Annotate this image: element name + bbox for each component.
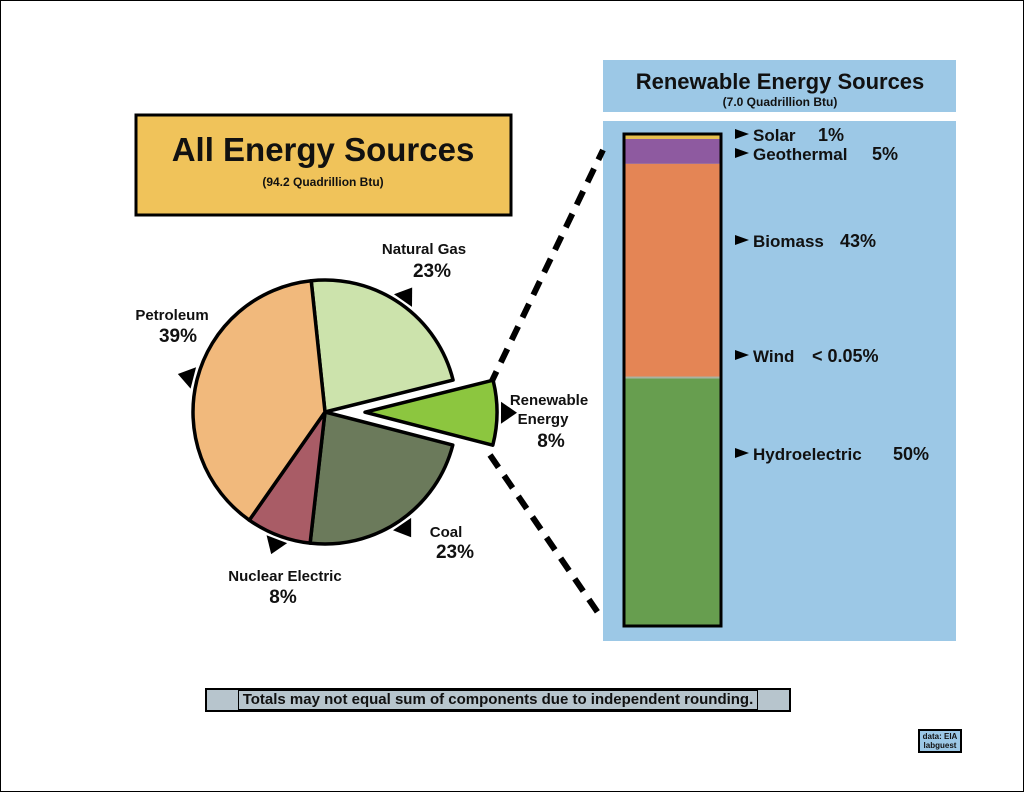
pie-subtitle: (94.2 Quadrillion Btu) <box>262 175 383 189</box>
renewable-title: Renewable Energy Sources <box>636 69 925 94</box>
pointer-renewable-energy <box>500 401 517 424</box>
bar-segment-geothermal <box>624 138 721 164</box>
credit-line1: data: EIA <box>922 732 958 741</box>
label-natural-gas: Natural Gas <box>382 241 466 258</box>
connector-line-top <box>487 148 606 387</box>
value-renewable: 8% <box>537 431 565 452</box>
credit-badge: data: EIA labguest <box>918 729 962 753</box>
value-nuclear: 8% <box>269 587 297 608</box>
renewable-subtitle: (7.0 Quadrillion Btu) <box>723 95 838 109</box>
bar-segment-wind <box>624 376 721 379</box>
bar-value-solar: 1% <box>818 125 844 145</box>
arrow-hydroelectric <box>735 448 749 458</box>
arrow-solar <box>735 129 749 139</box>
label-renewable-line1: Renewable <box>510 392 588 409</box>
bar-outline <box>622 132 723 628</box>
bar-label-hydroelectric: Hydroelectric <box>753 445 862 464</box>
value-petroleum: 39% <box>159 326 197 347</box>
renewable-title-box <box>603 60 956 112</box>
bar-label-geothermal: Geothermal <box>753 145 847 164</box>
pointer-coal <box>392 517 412 538</box>
bar-segment-hydroelectric <box>624 378 721 626</box>
bar-label-solar: Solar <box>753 126 796 145</box>
pointer-nuclear-electric <box>266 535 288 555</box>
pie-slice-renewable-energy <box>363 378 499 447</box>
arrow-geothermal <box>735 148 749 158</box>
bar-value-biomass: 43% <box>840 231 876 251</box>
connector-line-bottom <box>487 453 606 622</box>
renewable-stacked-bar <box>622 132 723 628</box>
pie-slice-coal <box>308 410 455 546</box>
bar-label-wind: Wind <box>753 347 794 366</box>
label-nuclear: Nuclear Electric <box>228 568 341 585</box>
arrow-wind <box>735 350 749 360</box>
footnote-text: Totals may not equal sum of components d… <box>237 690 759 710</box>
pie-chart <box>177 278 517 555</box>
renewable-bar-labels: Hydroelectric 50% Wind < 0.05% Biomass 43% Geo… <box>735 125 929 464</box>
pointer-natural-gas <box>393 287 413 307</box>
pie-slice-petroleum <box>191 278 327 522</box>
bar-value-wind: < 0.05% <box>812 346 879 366</box>
credit-line2: labguest <box>923 741 957 750</box>
bar-label-biomass: Biomass <box>753 232 824 251</box>
pie-title: All Energy Sources <box>172 131 475 168</box>
label-petroleum: Petroleum <box>135 307 208 324</box>
pointer-petroleum <box>177 367 197 389</box>
label-renewable-line2: Energy <box>518 411 570 428</box>
bar-value-geothermal: 5% <box>872 144 898 164</box>
label-coal: Coal <box>430 524 463 541</box>
bar-segment-solar <box>624 134 721 139</box>
bar-segment-biomass <box>624 163 721 377</box>
pie-title-box <box>134 113 513 217</box>
footnote-box: Totals may not equal sum of components d… <box>205 688 791 712</box>
arrow-biomass <box>735 235 749 245</box>
value-coal: 23% <box>436 542 474 563</box>
value-natural-gas: 23% <box>413 261 451 282</box>
pie-slice-natural-gas <box>309 278 455 414</box>
bar-value-hydroelectric: 50% <box>893 444 929 464</box>
